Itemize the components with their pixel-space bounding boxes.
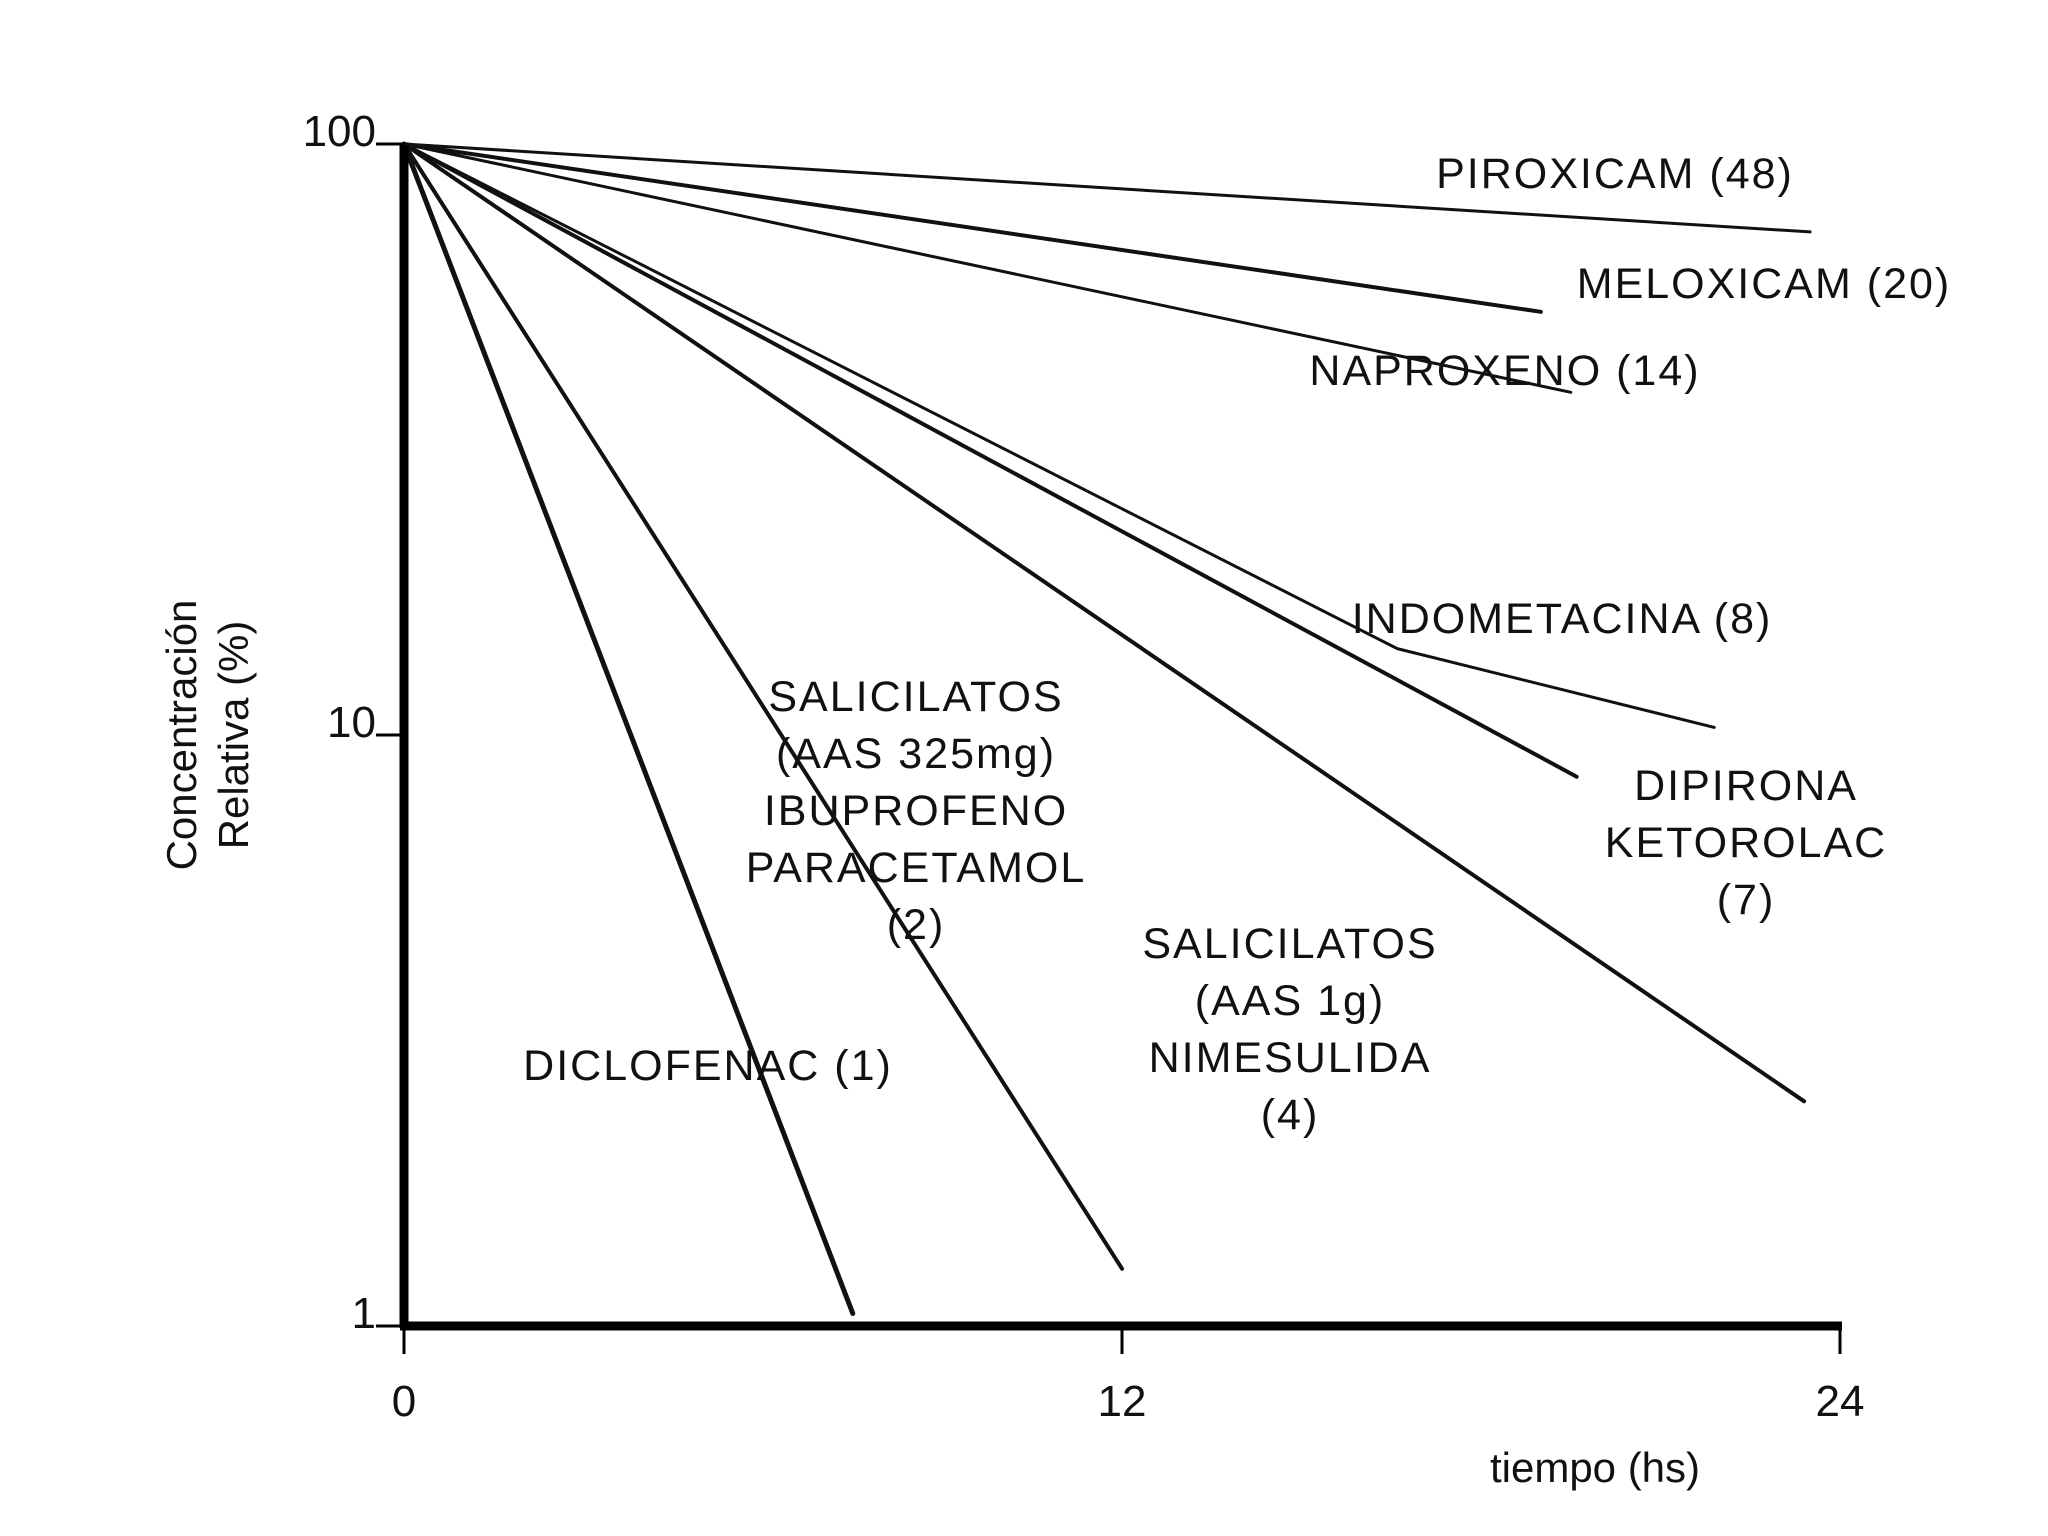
label-salicilatos-325-line-1: SALICILATOS [768, 673, 1063, 721]
label-salicilatos-1g-line-1: SALICILATOS [1142, 920, 1437, 968]
label-salicilatos-1g-line-3: NIMESULIDA [1149, 1034, 1432, 1082]
label-meloxicam: MELOXICAM (20) [1577, 260, 1951, 308]
label-dipirona-line-1: DIPIRONA [1634, 762, 1858, 810]
series-lines [401, 141, 1812, 1316]
x-tick-label-1: 12 [1098, 1377, 1147, 1426]
label-naproxeno: NAPROXENO (14) [1309, 347, 1700, 395]
label-dipirona-line-2: KETOROLAC [1605, 819, 1887, 867]
x-axis-title: tiempo (hs) [1490, 1444, 1700, 1491]
y-tick-label-0: 1 [352, 1289, 376, 1338]
series-line-7 [401, 141, 856, 1316]
label-salicilatos-325-line-4: PARACETAMOL [746, 844, 1087, 892]
series-line-6 [402, 142, 1124, 1271]
label-indometacina: INDOMETACINA (8) [1352, 595, 1773, 643]
series-line-4 [402, 142, 1579, 779]
label-salicilatos-325-line-2: (AAS 325mg) [776, 730, 1056, 778]
label-piroxicam: PIROXICAM (48) [1436, 150, 1794, 198]
label-salicilatos-1g-line-4: (4) [1261, 1091, 1320, 1139]
y-tick-label-2: 100 [303, 107, 376, 156]
y-tick-label-1: 10 [327, 698, 376, 747]
y-axis-title-line-1: Concentración [158, 600, 205, 871]
label-salicilatos-325-line-3: IBUPROFENO [764, 787, 1068, 835]
label-diclofenac: DICLOFENAC (1) [523, 1042, 893, 1090]
series-line-1 [402, 142, 1543, 314]
x-tick-label-2: 24 [1816, 1377, 1865, 1426]
series-line-2 [402, 142, 1573, 394]
series-line-5 [402, 142, 1807, 1104]
y-axis-title-line-2: Relativa (%) [210, 621, 257, 850]
label-dipirona-line-3: (7) [1717, 876, 1776, 924]
label-salicilatos-325-line-5: (2) [887, 901, 946, 949]
series-line-3 [402, 142, 1716, 729]
x-tick-label-0: 0 [392, 1377, 416, 1426]
label-salicilatos-1g-line-2: (AAS 1g) [1195, 977, 1385, 1025]
axis-ticks: 1 10 100 0 12 24 [303, 107, 1865, 1426]
series-line-0 [402, 142, 1812, 234]
